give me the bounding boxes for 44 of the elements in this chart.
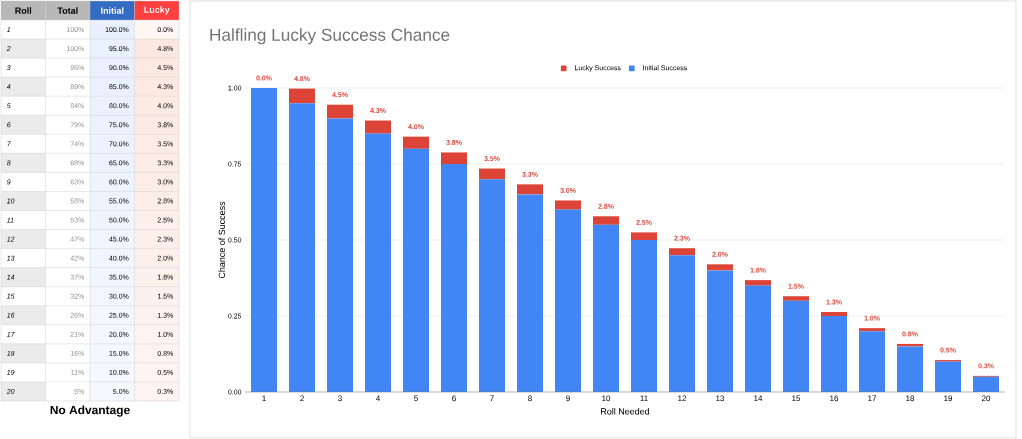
bar bbox=[517, 184, 544, 195]
x-tick-label: Initial bbox=[101, 7, 124, 14]
bar bbox=[403, 136, 430, 149]
bar bbox=[479, 168, 506, 180]
bar bbox=[365, 120, 392, 134]
bar bbox=[745, 285, 772, 392]
bar bbox=[707, 270, 734, 392]
bar bbox=[327, 104, 354, 119]
bar bbox=[555, 200, 582, 210]
y-axis-title: Roll bbox=[15, 7, 32, 14]
bar bbox=[403, 148, 430, 392]
bar bbox=[517, 194, 544, 392]
bar bbox=[555, 209, 582, 392]
chart-title: Halfling Lucky Success Chance bbox=[210, 28, 450, 45]
bar bbox=[745, 280, 772, 286]
x-axis-title: Roll Needed bbox=[601, 407, 650, 415]
bar bbox=[289, 88, 316, 104]
bar bbox=[707, 264, 734, 271]
y-axis-title: Chance of Success bbox=[218, 201, 226, 279]
bar bbox=[593, 224, 620, 392]
text: No Advantage bbox=[50, 405, 130, 417]
x-tick-label: Lucky bbox=[144, 6, 170, 15]
bar bbox=[821, 315, 848, 392]
bar bbox=[631, 239, 658, 392]
bar bbox=[897, 346, 924, 392]
bar bbox=[935, 361, 962, 392]
bar bbox=[441, 152, 468, 164]
x-tick-label: Total bbox=[57, 7, 78, 14]
bar bbox=[669, 248, 696, 256]
bar bbox=[859, 328, 886, 332]
bar bbox=[251, 87, 278, 392]
bar bbox=[783, 300, 810, 392]
bar bbox=[289, 103, 316, 392]
bar bbox=[479, 179, 506, 392]
bar bbox=[821, 312, 848, 316]
bar bbox=[593, 216, 620, 225]
bar bbox=[631, 232, 658, 240]
bar bbox=[783, 296, 810, 301]
bar bbox=[365, 133, 392, 392]
bar bbox=[327, 118, 354, 392]
bar bbox=[859, 331, 886, 392]
bar bbox=[669, 255, 696, 392]
bar bbox=[441, 163, 468, 392]
bar bbox=[973, 376, 1000, 392]
